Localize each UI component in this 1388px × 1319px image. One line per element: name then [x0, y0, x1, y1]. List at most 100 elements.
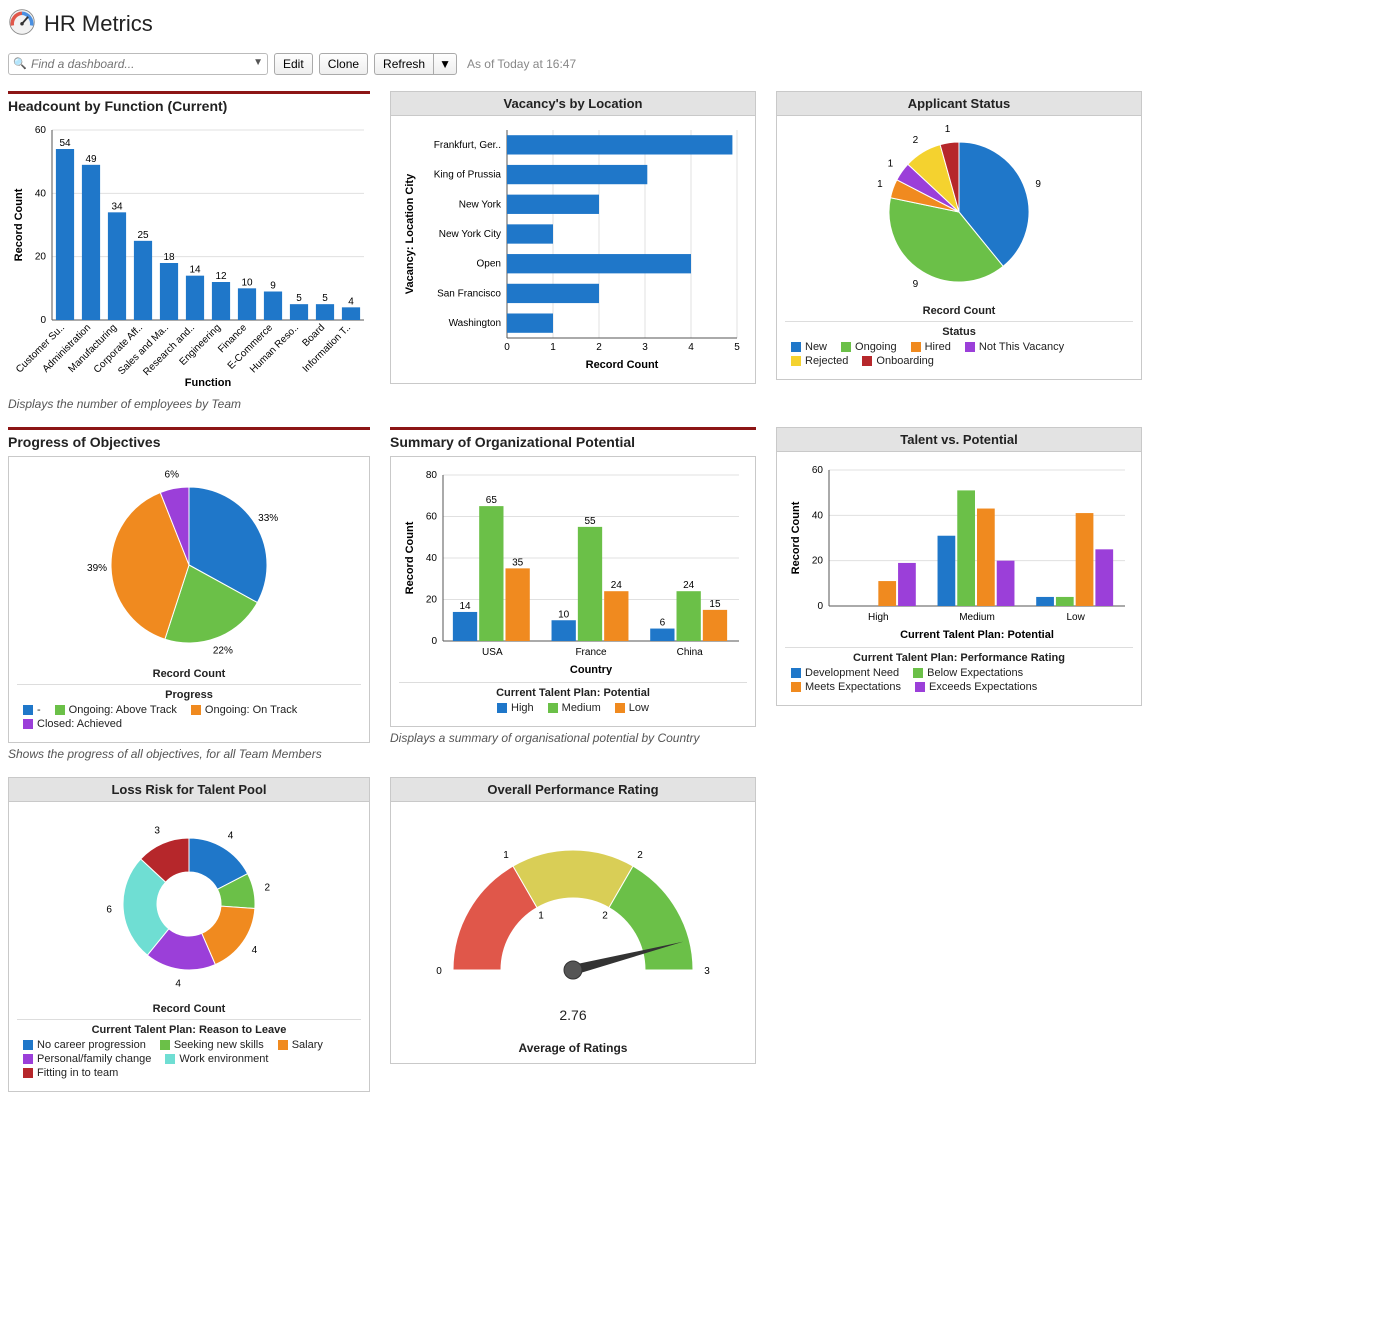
dashboard-search-input[interactable] [8, 53, 268, 75]
legend-item[interactable]: Personal/family change [23, 1053, 151, 1065]
orgpotential-panel: Summary of Organizational Potential 0204… [390, 427, 756, 745]
headcount-footnote: Displays the number of employees by Team [8, 397, 370, 411]
orgpotential-legend-title: Current Talent Plan: Potential [399, 687, 747, 699]
dashboard-gauge-icon [8, 8, 36, 39]
headcount-panel: Headcount by Function (Current) 02040605… [8, 91, 370, 411]
lossrisk-title: Loss Risk for Talent Pool [9, 778, 369, 802]
clone-button[interactable]: Clone [319, 53, 368, 75]
orgpotential-chart[interactable]: 020406080146535USA105524France62415China… [399, 465, 747, 675]
applicant-chart[interactable]: 991121 [785, 124, 1133, 302]
svg-text:USA: USA [482, 647, 503, 658]
legend-item[interactable]: Ongoing: Above Track [55, 704, 177, 716]
svg-text:2: 2 [265, 883, 271, 894]
lossrisk-axis-label: Record Count [17, 1003, 361, 1015]
legend-item[interactable]: Hired [911, 341, 951, 353]
talentpotential-title: Talent vs. Potential [777, 428, 1141, 452]
gauge-panel: Overall Performance Rating 011223 2.76 A… [390, 777, 756, 1064]
svg-text:3: 3 [642, 342, 648, 353]
legend-item[interactable]: - [23, 704, 41, 716]
svg-text:5: 5 [734, 342, 740, 353]
dashboard-search[interactable]: 🔍 ▼ [8, 53, 268, 75]
svg-text:Open: Open [477, 259, 501, 270]
legend-item[interactable]: Rejected [791, 355, 848, 367]
svg-text:Vacancy: Location City: Vacancy: Location City [404, 173, 416, 294]
svg-text:Current Talent Plan: Potential: Current Talent Plan: Potential [900, 629, 1054, 640]
applicant-axis-label: Record Count [785, 305, 1133, 317]
svg-text:France: France [575, 647, 607, 658]
svg-text:0: 0 [40, 315, 46, 326]
legend-item[interactable]: Fitting in to team [23, 1067, 118, 1079]
legend-item[interactable]: Closed: Achieved [23, 718, 122, 730]
svg-text:9: 9 [1035, 179, 1041, 190]
svg-text:Record Count: Record Count [790, 501, 802, 574]
legend-item[interactable]: Below Expectations [913, 667, 1023, 679]
legend-item[interactable]: Development Need [791, 667, 899, 679]
legend-item[interactable]: No career progression [23, 1039, 146, 1051]
svg-text:Record Count: Record Count [404, 521, 416, 594]
svg-text:1: 1 [550, 342, 556, 353]
page-header: HR Metrics [8, 8, 1380, 39]
headcount-chart[interactable]: 020406054Customer Su..49Administration34… [8, 120, 370, 390]
talentpotential-chart[interactable]: 0204060HighMediumLowRecord CountCurrent … [785, 460, 1133, 640]
lossrisk-legend: No career progression Seeking new skills S… [17, 1039, 361, 1083]
svg-text:0: 0 [504, 342, 510, 353]
svg-text:9: 9 [913, 279, 919, 290]
svg-text:1: 1 [888, 159, 894, 170]
svg-text:4: 4 [688, 342, 694, 353]
legend-item[interactable]: Onboarding [862, 355, 934, 367]
toolbar: 🔍 ▼ Edit Clone Refresh ▼ As of Today at … [8, 53, 1380, 75]
legend-item[interactable]: New [791, 341, 827, 353]
edit-button[interactable]: Edit [274, 53, 313, 75]
legend-item[interactable]: Meets Expectations [791, 681, 901, 693]
legend-item[interactable]: Low [615, 702, 649, 714]
progress-legend-title: Progress [17, 689, 361, 701]
vacancy-chart[interactable]: 012345Frankfurt, Ger..King of PrussiaNew… [399, 124, 747, 372]
svg-text:20: 20 [812, 556, 824, 567]
svg-text:5: 5 [296, 293, 302, 304]
page-title: HR Metrics [44, 11, 153, 37]
svg-text:60: 60 [35, 125, 47, 136]
legend-item[interactable]: Ongoing: On Track [191, 704, 297, 716]
svg-text:12: 12 [215, 271, 227, 282]
legend-item[interactable]: Ongoing [841, 341, 897, 353]
refresh-button[interactable]: Refresh [374, 53, 433, 75]
svg-text:2: 2 [602, 911, 608, 922]
legend-item[interactable]: Salary [278, 1039, 323, 1051]
lossrisk-chart[interactable]: 424463 [17, 810, 361, 1000]
svg-text:San Francisco: San Francisco [437, 288, 501, 299]
svg-text:49: 49 [85, 154, 97, 165]
legend-item[interactable]: Not This Vacancy [965, 341, 1064, 353]
refresh-menu-button[interactable]: ▼ [433, 53, 457, 75]
svg-text:Country: Country [570, 664, 613, 675]
svg-text:24: 24 [683, 580, 695, 591]
legend-item[interactable]: Seeking new skills [160, 1039, 264, 1051]
svg-text:Function: Function [185, 377, 232, 389]
legend-item[interactable]: Medium [548, 702, 601, 714]
talentpotential-legend-title: Current Talent Plan: Performance Rating [785, 652, 1133, 664]
gauge-chart[interactable]: 011223 [399, 810, 747, 1000]
legend-item[interactable]: Exceeds Expectations [915, 681, 1037, 693]
vacancy-panel: Vacancy's by Location 012345Frankfurt, G… [390, 91, 756, 384]
talentpotential-panel: Talent vs. Potential 0204060HighMediumLo… [776, 427, 1142, 706]
svg-text:0: 0 [436, 966, 442, 977]
svg-text:3: 3 [154, 826, 160, 837]
svg-text:15: 15 [709, 599, 721, 610]
svg-text:25: 25 [137, 230, 149, 241]
applicant-legend: New Ongoing Hired Not This Vacancy Rejected O… [785, 341, 1133, 371]
svg-text:1: 1 [538, 911, 544, 922]
progress-chart[interactable]: 33%22%39%6% [17, 465, 361, 665]
svg-text:Washington: Washington [449, 318, 501, 329]
gauge-sublabel: Average of Ratings [399, 1041, 747, 1055]
svg-text:9: 9 [270, 281, 276, 292]
legend-item[interactable]: Work environment [165, 1053, 268, 1065]
svg-text:High: High [868, 612, 889, 623]
applicant-title: Applicant Status [777, 92, 1141, 116]
progress-axis-label: Record Count [17, 668, 361, 680]
search-icon: 🔍 [13, 57, 27, 70]
legend-item[interactable]: High [497, 702, 534, 714]
svg-text:6: 6 [106, 904, 112, 915]
lossrisk-legend-title: Current Talent Plan: Reason to Leave [17, 1024, 361, 1036]
chevron-down-icon[interactable]: ▼ [253, 57, 263, 68]
svg-text:10: 10 [241, 277, 253, 288]
svg-text:4: 4 [348, 296, 354, 307]
